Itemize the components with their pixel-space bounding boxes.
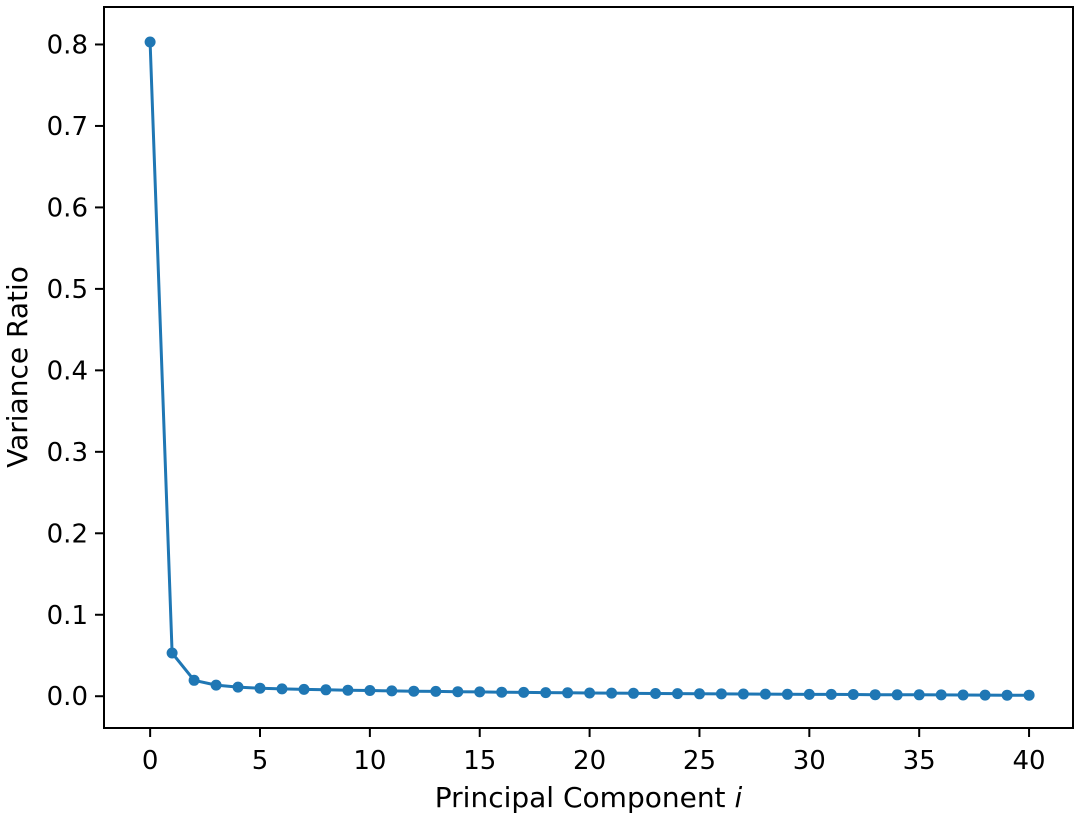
x-axis-label-variable: i <box>734 781 743 814</box>
x-tick-label: 20 <box>573 746 606 776</box>
data-point <box>759 688 771 700</box>
y-tick-label: 0.2 <box>47 519 88 549</box>
x-axis-label: Principal Component i <box>104 784 1073 812</box>
data-point <box>825 688 837 700</box>
data-point <box>803 688 815 700</box>
data-point <box>979 689 991 701</box>
data-point <box>606 687 618 699</box>
data-point <box>166 647 178 659</box>
data-point <box>1023 689 1035 701</box>
data-point <box>650 688 661 699</box>
data-point <box>672 688 683 700</box>
data-point <box>869 689 881 701</box>
data-point <box>408 685 420 697</box>
x-tick-label: 40 <box>1013 746 1046 776</box>
data-point <box>518 686 530 698</box>
y-tick-label: 0.0 <box>47 682 88 712</box>
data-point <box>144 36 156 48</box>
data-point <box>891 689 903 701</box>
x-tick-label: 35 <box>903 746 936 776</box>
data-point <box>781 688 793 700</box>
data-point <box>628 687 639 699</box>
data-point <box>430 685 442 697</box>
data-point <box>254 682 266 694</box>
y-tick-label: 0.8 <box>47 30 88 60</box>
variance-line <box>148 40 1031 697</box>
data-point <box>320 684 332 696</box>
data-point <box>694 688 705 700</box>
data-point <box>342 684 354 696</box>
x-axis-label-text: Principal Component <box>434 781 726 814</box>
data-point <box>715 688 727 700</box>
x-tick-label: 10 <box>353 746 386 776</box>
data-point <box>496 686 508 698</box>
data-point <box>1001 689 1013 701</box>
data-point <box>452 686 464 698</box>
data-point <box>386 685 398 697</box>
y-axis-label: Variance Ratio <box>1 266 34 468</box>
y-tick-label: 0.5 <box>47 275 88 305</box>
data-point <box>276 683 288 695</box>
data-point <box>847 689 859 700</box>
x-tick-label: 0 <box>142 746 159 776</box>
data-point <box>540 687 552 699</box>
y-tick-label: 0.6 <box>47 193 88 223</box>
x-tick-label: 15 <box>463 746 496 776</box>
data-point <box>913 689 925 701</box>
y-tick-label: 0.3 <box>47 438 88 468</box>
y-tick-label: 0.7 <box>47 112 88 142</box>
y-tick-label: 0.1 <box>47 601 88 631</box>
data-point <box>298 683 310 695</box>
data-point <box>584 687 596 699</box>
x-tick-label: 5 <box>252 746 269 776</box>
x-tick-label: 25 <box>683 746 716 776</box>
data-point <box>188 674 200 686</box>
data-point <box>210 679 222 691</box>
data-point <box>364 685 376 696</box>
axes-spines <box>103 6 1074 729</box>
y-tick-label: 0.4 <box>47 356 88 386</box>
data-point <box>562 687 574 699</box>
x-tick-label: 30 <box>793 746 826 776</box>
data-point <box>935 689 947 701</box>
data-point <box>474 686 486 698</box>
data-point <box>737 688 749 700</box>
data-point <box>232 681 244 693</box>
data-point <box>957 689 969 701</box>
